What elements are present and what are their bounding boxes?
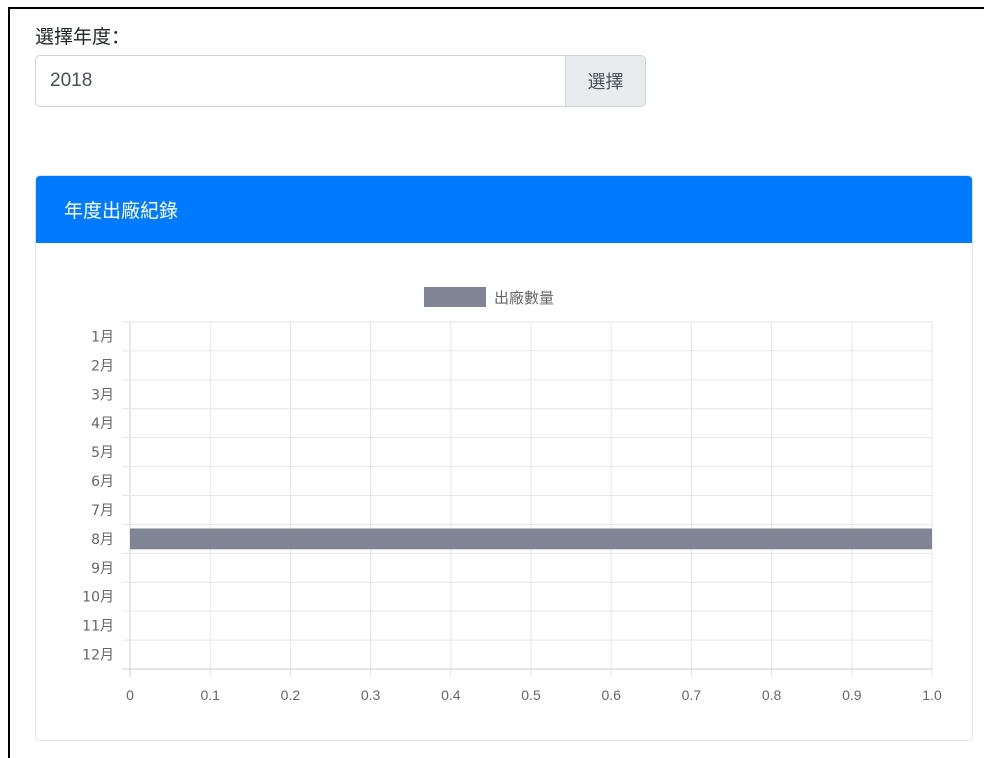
y-tick-label: 3月 xyxy=(91,387,114,403)
x-tick-label: 0 xyxy=(126,687,134,703)
year-label: 選擇年度： xyxy=(35,26,131,48)
y-tick-label: 1月 xyxy=(91,329,114,345)
y-tick-label: 8月 xyxy=(91,532,114,548)
shipment-card: 年度出廠紀錄 xyxy=(35,175,973,741)
x-tick-label: 0.9 xyxy=(842,687,862,703)
y-tick-label: 4月 xyxy=(91,416,114,432)
x-tick-label: 0.2 xyxy=(281,687,301,703)
card-header: 年度出廠紀錄 xyxy=(36,176,972,243)
x-tick-label: 0.4 xyxy=(441,687,461,703)
legend-label: 出廠數量 xyxy=(494,289,554,307)
legend-swatch xyxy=(424,287,486,307)
x-tick-label: 1.0 xyxy=(922,687,942,703)
y-tick-label: 6月 xyxy=(91,474,114,490)
x-tick-label: 0.6 xyxy=(601,687,621,703)
y-tick-label: 7月 xyxy=(91,503,114,519)
y-tick-label: 10月 xyxy=(82,590,114,606)
y-tick-label: 2月 xyxy=(91,358,114,374)
year-input[interactable] xyxy=(35,55,566,107)
x-tick-label: 0.1 xyxy=(200,687,220,703)
y-tick-label: 11月 xyxy=(82,619,114,635)
y-tick-label: 9月 xyxy=(91,561,114,577)
select-button[interactable]: 選擇 xyxy=(566,55,646,107)
year-input-group: 選擇 xyxy=(35,55,646,107)
x-tick-label: 0.8 xyxy=(762,687,782,703)
page-frame xyxy=(8,7,984,758)
x-tick-label: 0.7 xyxy=(682,687,702,703)
card-title: 年度出廠紀錄 xyxy=(64,200,179,222)
y-tick-label: 5月 xyxy=(91,445,114,461)
x-tick-label: 0.3 xyxy=(361,687,381,703)
x-tick-label: 0.5 xyxy=(521,687,541,703)
y-tick-label: 12月 xyxy=(82,648,114,664)
bar-8月 xyxy=(130,528,932,550)
